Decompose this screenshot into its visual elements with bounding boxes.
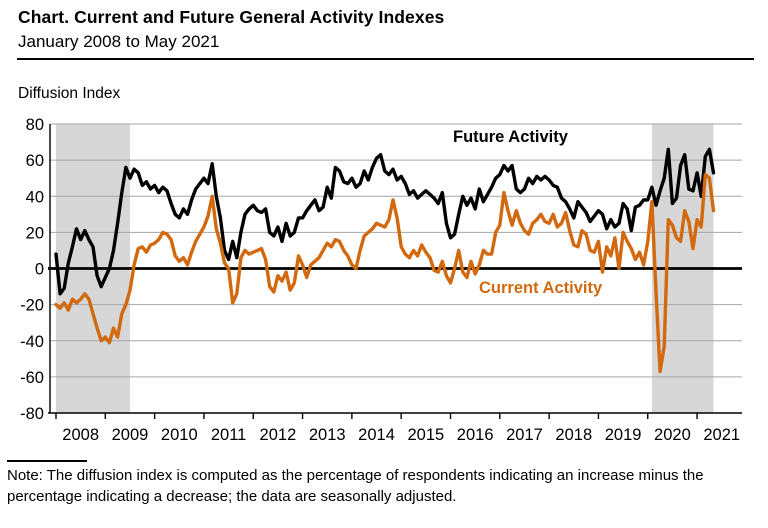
current-activity-line bbox=[54, 172, 716, 374]
x-tick-label: 2018 bbox=[555, 426, 592, 444]
current-activity-label: Current Activity bbox=[479, 279, 603, 297]
y-tick-label: -40 bbox=[20, 333, 44, 351]
y-axis-title: Diffusion Index bbox=[18, 85, 121, 102]
future-activity-label: Future Activity bbox=[453, 128, 568, 146]
x-tick-label: 2010 bbox=[161, 426, 198, 444]
future-activity-line bbox=[54, 147, 716, 296]
y-tick-label: 40 bbox=[26, 188, 44, 206]
y-tick-label: 60 bbox=[26, 152, 44, 170]
y-tick-label: -60 bbox=[20, 369, 44, 387]
x-tick-label: 2011 bbox=[211, 426, 246, 444]
note-line-2: minus the percentage indicating a decrea… bbox=[7, 467, 704, 505]
x-tick-label: 2008 bbox=[62, 426, 99, 444]
title-divider bbox=[17, 58, 754, 60]
x-tick-label: 2015 bbox=[407, 426, 444, 444]
note-divider bbox=[7, 460, 87, 462]
x-tick-label: 2009 bbox=[112, 426, 149, 444]
x-tick-label: 2012 bbox=[260, 426, 297, 444]
x-tick-label: 2021 bbox=[703, 426, 740, 444]
x-tick-label: 2013 bbox=[309, 426, 346, 444]
x-tick-label: 2017 bbox=[506, 426, 543, 444]
x-tick-label: 2020 bbox=[654, 426, 691, 444]
y-tick-label: 0 bbox=[35, 261, 44, 279]
x-tick-label: 2016 bbox=[457, 426, 494, 444]
note-line-1: Note: The diffusion index is computed as… bbox=[7, 467, 635, 484]
y-tick-label: -20 bbox=[20, 297, 44, 315]
note-text: Note: The diffusion index is computed as… bbox=[7, 466, 755, 507]
x-tick-label: 2019 bbox=[605, 426, 642, 444]
x-tick-label: 2014 bbox=[358, 426, 395, 444]
chart-title: Chart. Current and Future General Activi… bbox=[18, 7, 445, 27]
y-tick-label: -80 bbox=[20, 405, 44, 423]
y-tick-label: 20 bbox=[26, 224, 44, 242]
y-tick-label: 80 bbox=[26, 116, 44, 134]
line-chart: 2008 2009 2010 2011 2012 2013 2014 2015 2016 2017… bbox=[20, 116, 742, 444]
chart-subtitle: January 2008 to May 2021 bbox=[18, 32, 220, 51]
